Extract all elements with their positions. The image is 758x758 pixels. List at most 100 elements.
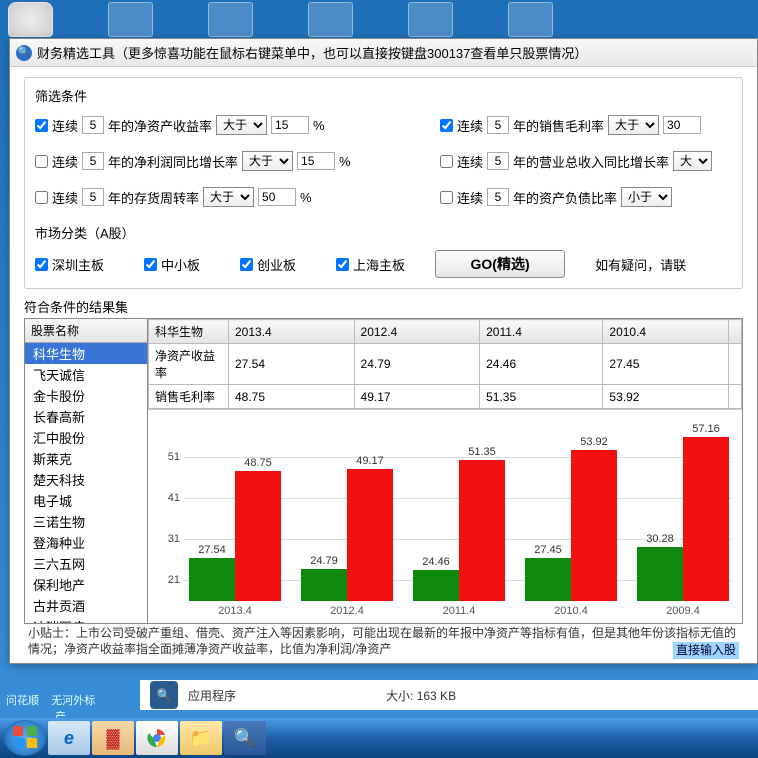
desktop-icon[interactable]	[108, 2, 153, 37]
table-row-label: 净资产收益率	[149, 344, 229, 385]
filter-checkbox[interactable]	[35, 119, 48, 132]
filter-fieldset: 筛选条件 连续年的净资产收益率大于%连续年的销售毛利率大于连续年的净利润同比增长…	[24, 77, 743, 289]
table-cell: 51.35	[480, 385, 603, 409]
stock-item[interactable]: 楚天科技	[25, 469, 147, 490]
years-input[interactable]	[487, 152, 509, 170]
years-input[interactable]	[82, 188, 104, 206]
table-row-label: 销售毛利率	[149, 385, 229, 409]
window-title: 财务精选工具（更多惊喜功能在鼠标右键菜单中，也可以直接按键盘300137查看单只…	[37, 43, 587, 62]
stock-item[interactable]: 迪瑞医疗	[25, 616, 147, 623]
bar-red: 48.75	[235, 471, 281, 601]
filter-label: 连续	[52, 116, 78, 135]
table-col-header: 2011.4	[480, 320, 603, 344]
y-tick: 31	[168, 533, 180, 545]
chrome-icon[interactable]	[136, 721, 178, 755]
desktop-icon[interactable]	[408, 2, 453, 37]
years-input[interactable]	[487, 188, 509, 206]
bar-red: 53.92	[571, 450, 617, 601]
app-taskbar-icon[interactable]: ▓	[92, 721, 134, 755]
value-input[interactable]	[271, 116, 309, 134]
data-table: 科华生物2013.42012.42011.42010.4净资产收益率27.542…	[148, 319, 742, 409]
filter-label: 连续	[457, 152, 483, 171]
app-label: 应用程序	[188, 687, 236, 704]
market-checkbox[interactable]: 上海主板	[336, 255, 405, 274]
recycle-bin-icon[interactable]	[8, 2, 53, 37]
years-input[interactable]	[82, 152, 104, 170]
start-button[interactable]	[4, 720, 46, 756]
market-row: 深圳主板中小板创业板上海主板 GO(精选) 如有疑问，请联	[35, 250, 732, 278]
stock-item[interactable]: 汇中股份	[25, 427, 147, 448]
filter-checkbox[interactable]	[440, 155, 453, 168]
filter-suffix: %	[339, 154, 351, 169]
explorer-icon[interactable]: 📁	[180, 721, 222, 755]
footnote: 小贴士：上市公司受破产重组、借壳、资产注入等因素影响，可能出现在最新的年报中净资…	[24, 624, 743, 659]
bar-red: 49.17	[347, 469, 393, 601]
filter-checkbox[interactable]	[440, 119, 453, 132]
bar-group: 24.4651.352011.4	[413, 425, 505, 601]
stock-list-header: 股票名称	[25, 319, 147, 343]
stock-item[interactable]: 电子城	[25, 490, 147, 511]
stock-item[interactable]: 金卡股份	[25, 385, 147, 406]
bar-group: 24.7949.172012.4	[301, 425, 393, 601]
size-label: 大小: 163 KB	[386, 687, 456, 704]
table-cell: 24.79	[354, 344, 480, 385]
filter-suffix: %	[300, 190, 312, 205]
bar-group: 27.4553.922010.4	[525, 425, 617, 601]
operator-select[interactable]: 小于	[621, 187, 672, 207]
table-cell: 49.17	[354, 385, 480, 409]
app-file-icon[interactable]: 🔍	[150, 681, 178, 709]
filter-label: 年的净利润同比增长率	[108, 152, 238, 171]
value-input[interactable]	[297, 152, 335, 170]
results-label: 符合条件的结果集	[24, 297, 743, 316]
table-col-header: 2013.4	[229, 320, 355, 344]
stock-item[interactable]: 三诺生物	[25, 511, 147, 532]
market-checkbox[interactable]: 创业板	[240, 255, 296, 274]
x-label: 2012.4	[301, 605, 393, 617]
ie-icon[interactable]: e	[48, 721, 90, 755]
operator-select[interactable]: 大于	[242, 151, 293, 171]
stock-item[interactable]: 飞天诚信	[25, 364, 147, 385]
bar-red: 51.35	[459, 460, 505, 601]
main-window: 🔍 财务精选工具（更多惊喜功能在鼠标右键菜单中，也可以直接按键盘300137查看…	[9, 38, 758, 664]
go-button[interactable]: GO(精选)	[435, 250, 565, 278]
stock-item[interactable]: 三六五网	[25, 553, 147, 574]
search-taskbar-icon[interactable]: 🔍	[224, 721, 266, 755]
bar-green: 24.79	[301, 569, 347, 601]
stock-item[interactable]: 登海种业	[25, 532, 147, 553]
taskbar: e ▓ 📁 🔍	[0, 718, 758, 758]
table-cell: 53.92	[603, 385, 729, 409]
table-col-header: 2010.4	[603, 320, 729, 344]
explorer-row: 🔍 应用程序 大小: 163 KB	[140, 680, 758, 710]
years-input[interactable]	[82, 116, 104, 134]
filter-checkbox[interactable]	[35, 191, 48, 204]
value-input[interactable]	[663, 116, 701, 134]
filter-checkbox[interactable]	[35, 155, 48, 168]
x-label: 2010.4	[525, 605, 617, 617]
operator-select[interactable]: 大于	[203, 187, 254, 207]
market-checkbox[interactable]: 深圳主板	[35, 255, 104, 274]
stock-item[interactable]: 古井贡酒	[25, 595, 147, 616]
stock-item[interactable]: 斯莱克	[25, 448, 147, 469]
filter-item: 连续年的存货周转率大于%	[35, 187, 440, 207]
stock-item[interactable]: 科华生物	[25, 343, 147, 364]
desktop-icon[interactable]	[208, 2, 253, 37]
y-tick: 51	[168, 451, 180, 463]
direct-input-link[interactable]: 直接输入股	[673, 642, 739, 660]
stock-item[interactable]: 长春高新	[25, 406, 147, 427]
value-input[interactable]	[258, 188, 296, 206]
filter-item: 连续年的销售毛利率大于	[440, 115, 705, 135]
operator-select[interactable]: 大于	[216, 115, 267, 135]
operator-select[interactable]: 大	[673, 151, 712, 171]
filter-label: 连续	[457, 188, 483, 207]
desktop-icon[interactable]	[308, 2, 353, 37]
operator-select[interactable]: 大于	[608, 115, 659, 135]
bar-group: 27.5448.752013.4	[189, 425, 281, 601]
filter-item: 连续年的净资产收益率大于%	[35, 115, 440, 135]
filter-label: 年的销售毛利率	[513, 116, 604, 135]
desktop-icon[interactable]	[508, 2, 553, 37]
stock-item[interactable]: 保利地产	[25, 574, 147, 595]
market-checkbox[interactable]: 中小板	[144, 255, 200, 274]
years-input[interactable]	[487, 116, 509, 134]
bar-red: 57.16	[683, 437, 729, 601]
filter-checkbox[interactable]	[440, 191, 453, 204]
